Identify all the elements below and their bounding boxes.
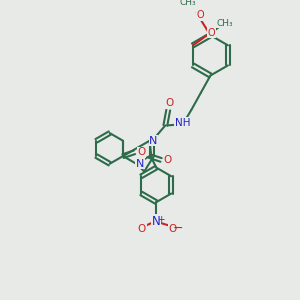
Text: O: O [137, 147, 146, 157]
Text: N: N [152, 215, 161, 228]
Text: O: O [138, 224, 146, 234]
Text: CH₃: CH₃ [216, 19, 233, 28]
Text: CH₃: CH₃ [179, 0, 196, 7]
Text: O: O [207, 28, 215, 38]
Text: O: O [196, 10, 204, 20]
Text: O: O [165, 98, 173, 108]
Text: O: O [169, 224, 177, 234]
Text: N: N [149, 136, 158, 146]
Text: O: O [164, 155, 172, 165]
Text: N: N [136, 159, 144, 169]
Text: NH: NH [175, 118, 190, 128]
Text: +: + [157, 215, 165, 224]
Text: −: − [173, 221, 184, 235]
